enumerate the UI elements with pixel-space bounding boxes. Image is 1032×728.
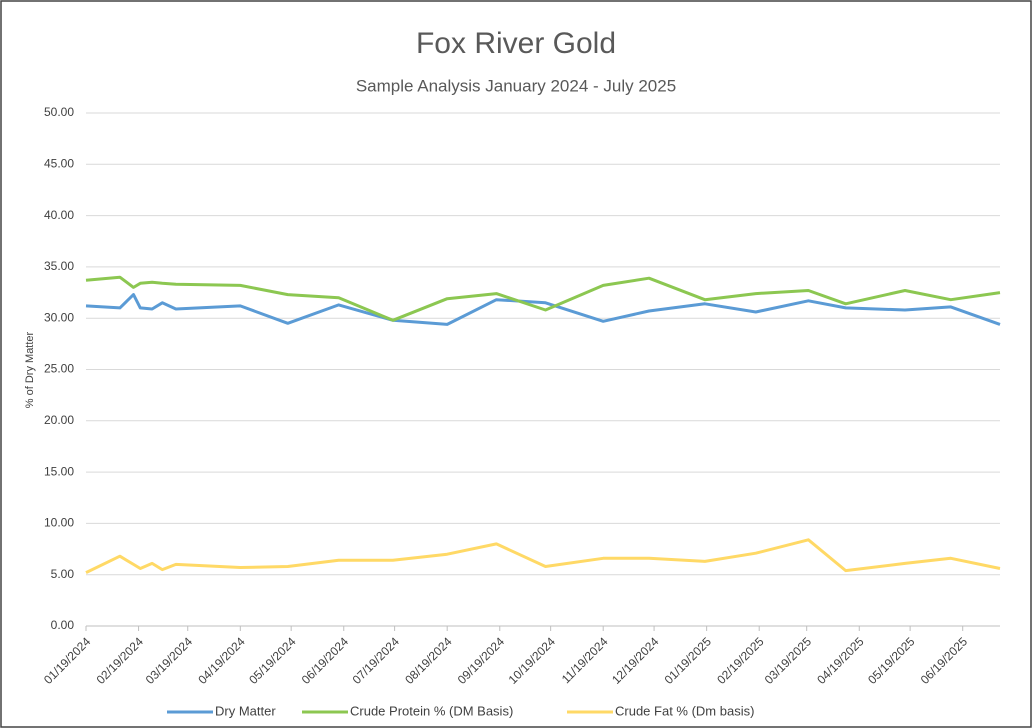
series-line [85, 293, 1001, 326]
y-tick-label: 35.00 [44, 259, 74, 273]
legend-label: Crude Protein % (DM Basis) [350, 703, 513, 718]
legend-label: Dry Matter [215, 703, 276, 718]
y-tick-label: 50.00 [44, 105, 74, 119]
series-line [85, 275, 1001, 322]
y-tick-label: 40.00 [44, 208, 74, 222]
y-axis-label: % of Dry Matter [24, 331, 36, 408]
chart-title: Fox River Gold [416, 27, 616, 60]
y-tick-label: 45.00 [44, 156, 74, 170]
chart-subtitle: Sample Analysis January 2024 - July 2025 [356, 76, 676, 95]
legend-label: Crude Fat % (Dm basis) [615, 703, 754, 718]
series-line [85, 538, 1001, 574]
y-tick-label: 10.00 [44, 516, 74, 530]
y-tick-label: 0.00 [51, 618, 75, 632]
y-tick-label: 15.00 [44, 464, 74, 478]
y-tick-label: 30.00 [44, 310, 74, 324]
y-tick-label: 20.00 [44, 413, 74, 427]
y-tick-label: 5.00 [51, 567, 75, 581]
y-tick-label: 25.00 [44, 362, 74, 376]
